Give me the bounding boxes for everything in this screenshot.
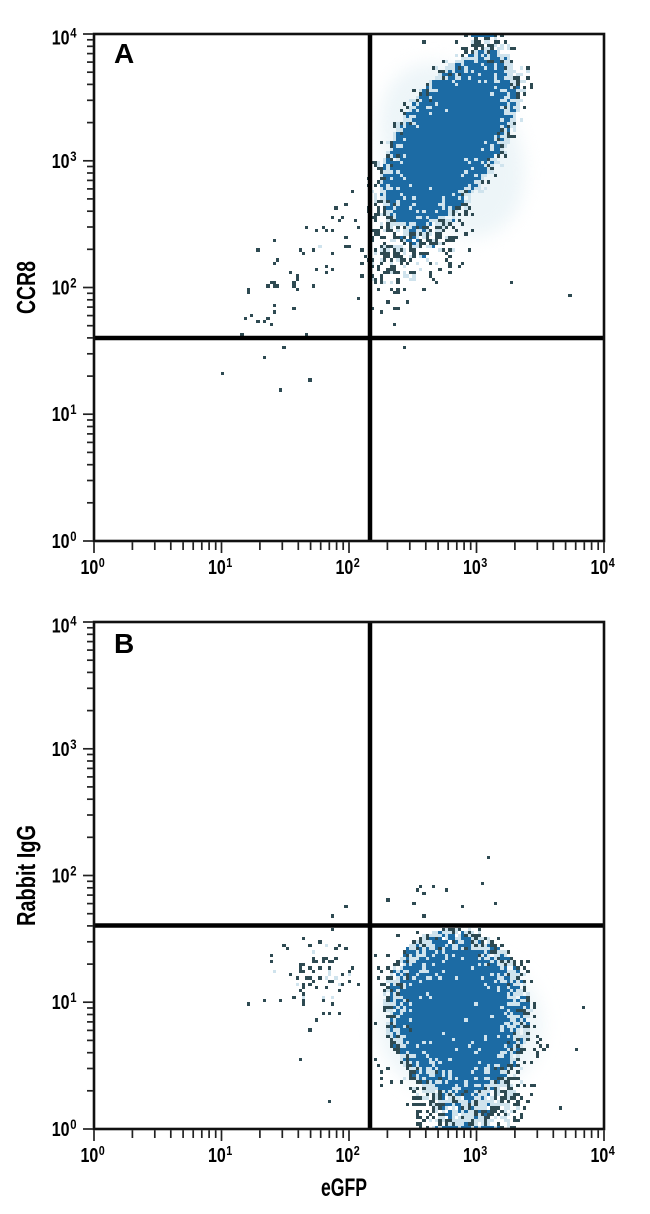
svg-text:B: B xyxy=(114,628,134,659)
svg-text:1: 1 xyxy=(226,555,232,570)
svg-text:10: 10 xyxy=(52,151,70,173)
svg-text:4: 4 xyxy=(70,614,77,629)
svg-text:2: 2 xyxy=(354,555,360,570)
svg-text:2: 2 xyxy=(70,864,76,879)
svg-text:10: 10 xyxy=(52,616,70,638)
svg-text:4: 4 xyxy=(609,1143,616,1158)
svg-text:3: 3 xyxy=(481,1143,487,1158)
svg-text:0: 0 xyxy=(70,1117,76,1132)
svg-text:A: A xyxy=(114,38,134,69)
svg-text:4: 4 xyxy=(609,555,616,570)
svg-text:3: 3 xyxy=(70,149,77,164)
svg-text:10: 10 xyxy=(463,1145,481,1167)
svg-text:10: 10 xyxy=(208,557,226,579)
svg-text:10: 10 xyxy=(336,1145,354,1167)
svg-text:0: 0 xyxy=(70,529,76,544)
svg-text:10: 10 xyxy=(52,531,70,553)
svg-text:10: 10 xyxy=(208,1145,226,1167)
svg-text:1: 1 xyxy=(70,402,77,417)
svg-text:2: 2 xyxy=(70,276,76,291)
svg-text:1: 1 xyxy=(226,1143,232,1158)
svg-text:10: 10 xyxy=(81,1145,99,1167)
svg-text:10: 10 xyxy=(52,28,70,50)
svg-text:10: 10 xyxy=(52,1119,70,1141)
svg-text:3: 3 xyxy=(481,555,487,570)
svg-text:eGFP: eGFP xyxy=(321,1174,367,1202)
svg-text:10: 10 xyxy=(81,557,99,579)
svg-text:CCR8: CCR8 xyxy=(11,261,41,314)
svg-text:10: 10 xyxy=(591,557,609,579)
svg-text:10: 10 xyxy=(336,557,354,579)
svg-text:10: 10 xyxy=(52,278,70,300)
svg-text:10: 10 xyxy=(52,866,70,888)
svg-text:10: 10 xyxy=(463,557,481,579)
svg-text:10: 10 xyxy=(591,1145,609,1167)
svg-text:10: 10 xyxy=(52,404,70,426)
svg-text:10: 10 xyxy=(52,992,70,1014)
svg-text:Rabbit IgG: Rabbit IgG xyxy=(11,825,41,926)
svg-text:1: 1 xyxy=(70,990,77,1005)
svg-text:2: 2 xyxy=(354,1143,360,1158)
svg-text:0: 0 xyxy=(99,555,105,570)
svg-text:10: 10 xyxy=(52,739,70,761)
svg-text:0: 0 xyxy=(99,1143,105,1158)
svg-text:3: 3 xyxy=(70,737,77,752)
svg-text:4: 4 xyxy=(70,26,77,41)
